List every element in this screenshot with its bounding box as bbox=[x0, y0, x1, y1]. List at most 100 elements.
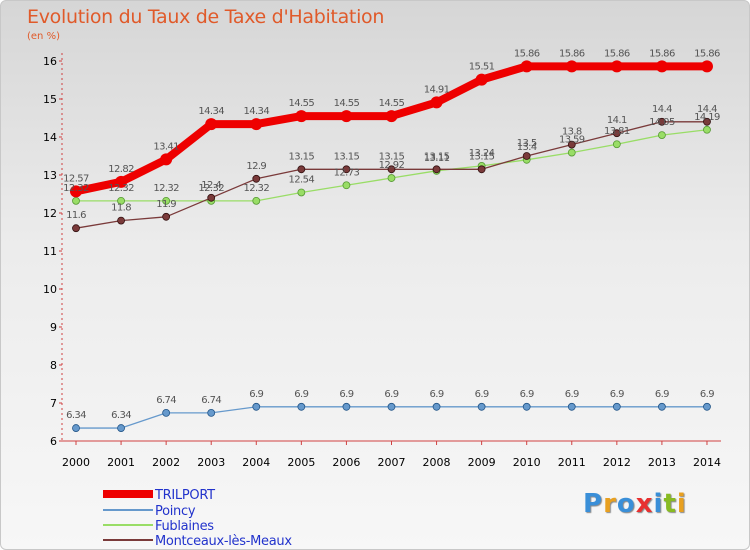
data-label: 6.9 bbox=[339, 389, 353, 400]
data-label: 14.4 bbox=[652, 104, 672, 115]
y-tick-label: 11 bbox=[43, 245, 57, 258]
data-label: 14.1 bbox=[607, 115, 627, 126]
data-point bbox=[477, 165, 486, 174]
data-label: 12.9 bbox=[246, 161, 266, 172]
data-point bbox=[297, 188, 306, 197]
data-point bbox=[297, 402, 306, 411]
data-point bbox=[522, 152, 531, 160]
data-label: 6.9 bbox=[294, 389, 308, 400]
data-label: 12.32 bbox=[108, 183, 134, 194]
data-label: 12.4 bbox=[201, 180, 221, 191]
data-point bbox=[658, 402, 666, 411]
data-point bbox=[252, 196, 261, 205]
logo-letter: r bbox=[603, 489, 617, 519]
x-tick-label: 2004 bbox=[242, 456, 270, 469]
data-point bbox=[612, 129, 621, 138]
data-label: 13.11 bbox=[424, 153, 450, 164]
y-tick-label: 6 bbox=[50, 435, 57, 448]
y-tick-label: 7 bbox=[50, 397, 57, 410]
data-label: 6.9 bbox=[610, 389, 624, 400]
x-tick-label: 2011 bbox=[558, 456, 586, 469]
data-point bbox=[565, 60, 578, 73]
data-point bbox=[703, 125, 711, 134]
data-label: 6.9 bbox=[249, 389, 263, 400]
data-point bbox=[72, 224, 80, 233]
legend-label: TRILPORT bbox=[154, 488, 215, 503]
data-label: 14.55 bbox=[334, 98, 360, 109]
data-label: 11.8 bbox=[111, 203, 131, 214]
logo-letter: o bbox=[616, 489, 636, 519]
data-label: 13.81 bbox=[604, 126, 630, 137]
data-point bbox=[655, 60, 668, 73]
legend-label: Montceaux-lès-Meaux bbox=[155, 534, 292, 549]
data-label: 6.9 bbox=[655, 389, 669, 400]
data-point bbox=[205, 118, 218, 131]
data-point bbox=[385, 110, 398, 123]
data-point bbox=[162, 196, 171, 205]
proxiti-logo: Proxiti bbox=[583, 489, 687, 519]
y-tick-label: 14 bbox=[43, 131, 57, 144]
data-point bbox=[340, 110, 353, 123]
data-point bbox=[162, 212, 171, 221]
data-label: 13.41 bbox=[153, 141, 179, 152]
logo-letter: P bbox=[583, 489, 604, 519]
data-point bbox=[160, 153, 173, 166]
x-tick-label: 2010 bbox=[513, 456, 541, 469]
data-point bbox=[72, 196, 80, 205]
data-label: 12.32 bbox=[198, 183, 224, 194]
data-point bbox=[295, 110, 308, 123]
data-label: 6.34 bbox=[111, 410, 131, 421]
data-label: 12.57 bbox=[63, 173, 89, 184]
x-tick-label: 2006 bbox=[332, 456, 360, 469]
data-point bbox=[520, 60, 533, 73]
y-tick-label: 15 bbox=[43, 93, 57, 106]
data-point bbox=[117, 196, 125, 205]
y-tick-label: 12 bbox=[43, 207, 57, 220]
data-label: 6.74 bbox=[201, 395, 221, 406]
data-point bbox=[432, 402, 441, 411]
data-label: 13.15 bbox=[379, 151, 405, 162]
data-point bbox=[207, 408, 216, 417]
x-tick-label: 2007 bbox=[377, 456, 405, 469]
data-label: 13.15 bbox=[424, 151, 450, 162]
data-point bbox=[612, 140, 621, 149]
data-point bbox=[610, 60, 623, 73]
data-label: 15.86 bbox=[649, 48, 675, 59]
data-point bbox=[522, 402, 531, 411]
data-label: 13.15 bbox=[334, 151, 360, 162]
legend-label: Poincy bbox=[155, 504, 196, 519]
data-label: 13.24 bbox=[469, 148, 495, 159]
chart-title: Evolution du Taux de Taxe d'Habitation bbox=[27, 6, 385, 28]
y-tick-label: 10 bbox=[43, 283, 57, 296]
x-tick-label: 2002 bbox=[152, 456, 180, 469]
data-point bbox=[297, 165, 306, 174]
data-point bbox=[430, 96, 443, 109]
data-label: 6.9 bbox=[430, 389, 444, 400]
x-tick-label: 2003 bbox=[197, 456, 225, 469]
data-label: 14.4 bbox=[697, 104, 717, 115]
data-label: 13.15 bbox=[289, 151, 315, 162]
data-label: 15.51 bbox=[469, 62, 495, 73]
data-label: 14.34 bbox=[243, 106, 269, 117]
logo-letter: x bbox=[635, 489, 654, 519]
data-point bbox=[207, 193, 216, 202]
data-point bbox=[387, 165, 396, 174]
data-point bbox=[567, 402, 576, 411]
data-point bbox=[658, 131, 666, 140]
data-label: 12.82 bbox=[108, 164, 134, 175]
x-tick-label: 2000 bbox=[62, 456, 90, 469]
data-label: 11.9 bbox=[156, 199, 176, 210]
logo-letter: i bbox=[676, 489, 687, 519]
logo-letter: t bbox=[663, 489, 677, 519]
data-point bbox=[612, 402, 621, 411]
y-tick-label: 13 bbox=[43, 169, 57, 182]
data-point bbox=[342, 402, 351, 411]
legend: TRILPORTPoincyFublainesMontceaux-lès-Mea… bbox=[103, 488, 293, 549]
x-tick-label: 2008 bbox=[423, 456, 451, 469]
data-label: 11.6 bbox=[66, 210, 86, 221]
data-point bbox=[658, 117, 666, 126]
data-label: 14.34 bbox=[198, 106, 224, 117]
x-tick-label: 2012 bbox=[603, 456, 631, 469]
data-point bbox=[117, 216, 125, 225]
